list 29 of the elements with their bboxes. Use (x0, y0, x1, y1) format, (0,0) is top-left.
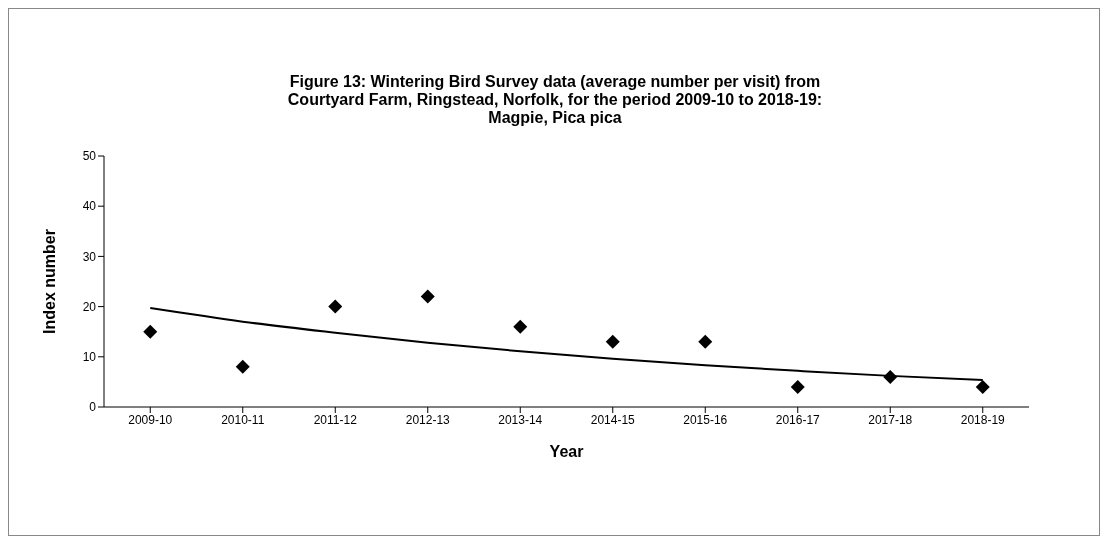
point (790, 379, 805, 394)
x-tick-label: 2015-16 (683, 412, 728, 427)
y-tick-label: 0 (89, 400, 97, 415)
point (975, 379, 990, 394)
y-tick-label: 30 (82, 249, 97, 264)
x-tick-label: 2016-17 (775, 412, 821, 427)
x-tick-label: 2010-11 (221, 412, 265, 427)
x-tick-label: 2018-19 (960, 412, 1006, 427)
point (235, 359, 250, 374)
x-axis-title: Year (549, 443, 584, 460)
point (420, 289, 435, 304)
x-tick-label: 2012-13 (405, 412, 451, 427)
point (143, 324, 158, 339)
y-tick-label: 20 (82, 299, 97, 314)
chart-title: Figure 13: Wintering Bird Survey data (average number per visit) from Courtyard Farm, Ringstead, Norfolk, for the period 2009-10 to 2018-19: Magpie, Pica pica (286, 73, 824, 127)
point (605, 334, 620, 349)
y-tick-label: 40 (82, 199, 97, 214)
y-tick-label: 50 (82, 149, 97, 164)
y-axis-title: Index number (40, 229, 58, 334)
x-tick-label: 2009-10 (128, 412, 173, 427)
point (698, 334, 713, 349)
point (513, 319, 528, 334)
point (328, 299, 343, 314)
y-tick-label: 10 (82, 350, 97, 365)
x-tick-label: 2011-12 (313, 412, 358, 427)
x-tick-label: 2014-15 (590, 412, 636, 427)
point (883, 369, 898, 384)
x-tick-label: 2013-14 (498, 412, 543, 427)
x-tick-label: 2017-18 (868, 412, 913, 427)
